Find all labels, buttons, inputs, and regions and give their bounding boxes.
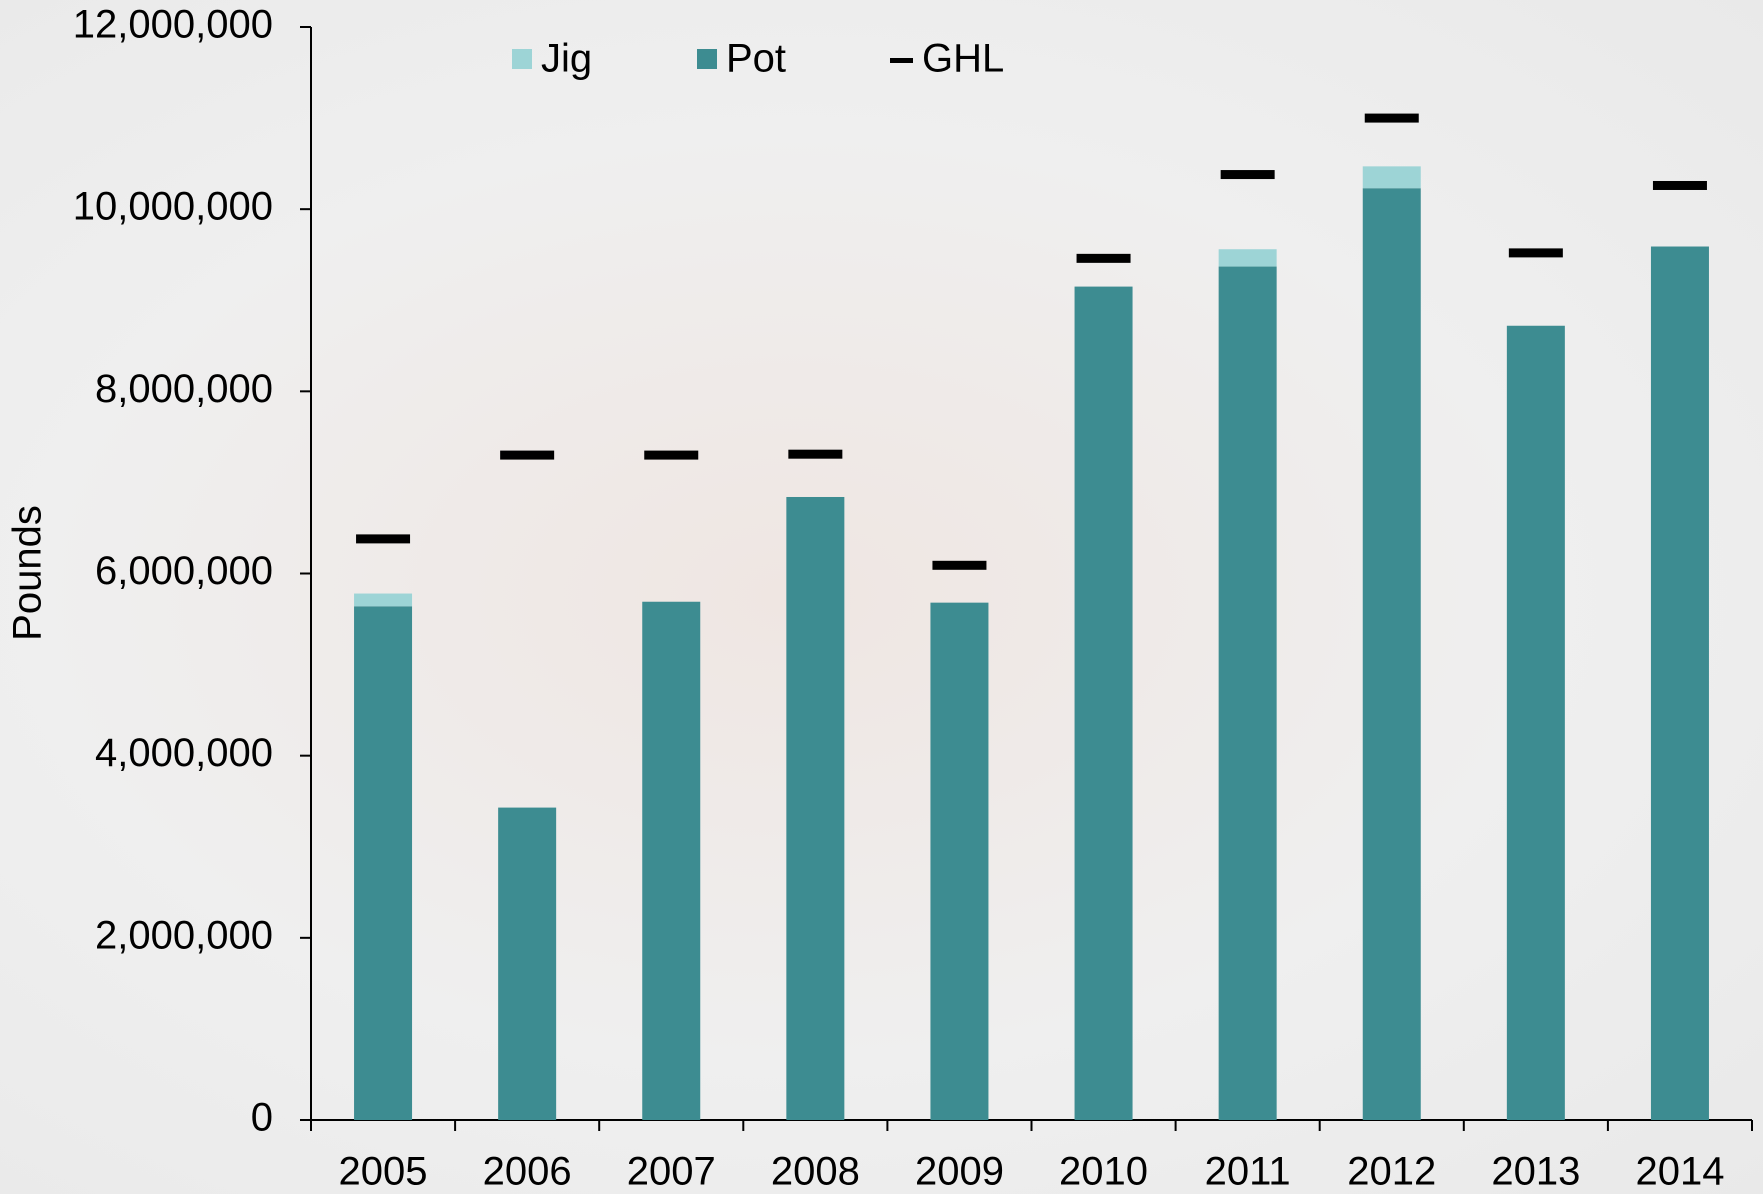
y-tick-label: 2,000,000 [95, 913, 273, 957]
y-axis-label: Pounds [6, 505, 50, 641]
x-tick-label: 2005 [339, 1150, 428, 1194]
legend-swatch [512, 49, 532, 69]
legend-swatch [890, 58, 913, 63]
x-tick-label: 2011 [1205, 1150, 1291, 1194]
bar [930, 602, 989, 1120]
y-tick-label: 8,000,000 [95, 367, 273, 411]
x-tick-label: 2009 [915, 1150, 1004, 1194]
bar [1650, 246, 1709, 1120]
ghl-marker [1220, 170, 1275, 180]
bar [1218, 266, 1277, 1120]
ghl-marker [1652, 180, 1707, 190]
bar [642, 601, 701, 1120]
ghl-marker [1364, 113, 1419, 123]
x-tick-label: 2008 [771, 1150, 860, 1194]
x-tick-label: 2013 [1491, 1150, 1580, 1194]
bar [498, 807, 557, 1120]
ghl-marker [644, 450, 699, 460]
x-tick-label: 2010 [1059, 1150, 1148, 1194]
bar [1506, 325, 1565, 1121]
x-tick-label: 2014 [1635, 1150, 1724, 1194]
bar [1362, 188, 1421, 1120]
ghl-marker [500, 450, 555, 460]
legend-label: Jig [541, 37, 592, 81]
legend-label: GHL [922, 37, 1004, 81]
x-tick-label: 2006 [483, 1150, 572, 1194]
legend-swatch [697, 49, 717, 69]
y-tick-label: 10,000,000 [73, 185, 273, 229]
y-tick-label: 12,000,000 [73, 3, 273, 47]
x-tick-label: 2012 [1347, 1150, 1436, 1194]
y-tick-label: 4,000,000 [95, 731, 273, 775]
legend-label: Pot [726, 37, 786, 81]
x-tick-label: 2007 [627, 1150, 716, 1194]
ghl-marker [788, 449, 843, 459]
bar [786, 496, 845, 1120]
bar [1362, 166, 1421, 189]
bar [354, 593, 413, 607]
y-tick-label: 0 [251, 1096, 273, 1140]
ghl-marker [932, 560, 987, 570]
ghl-marker [1508, 248, 1563, 258]
bar [354, 606, 413, 1120]
bar [1074, 286, 1133, 1120]
ghl-marker [356, 534, 411, 544]
bar [1218, 249, 1277, 267]
ghl-marker [1076, 253, 1131, 263]
y-tick-label: 6,000,000 [95, 549, 273, 593]
